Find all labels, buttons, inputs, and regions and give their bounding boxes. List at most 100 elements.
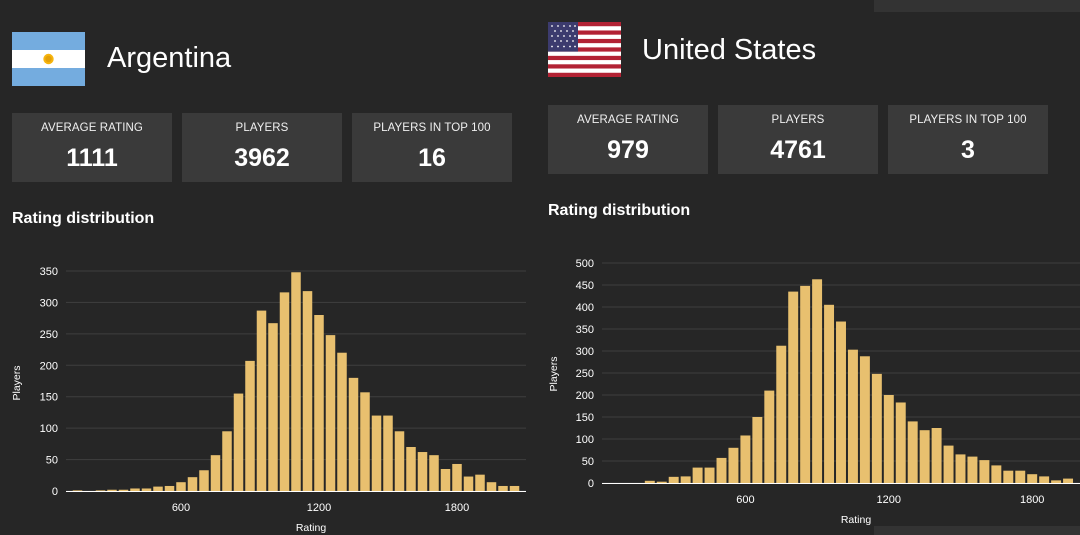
x-tick-label: 1800: [1020, 494, 1044, 506]
stat-card-average-rating: AVERAGE RATING 979: [548, 105, 708, 174]
stat-card-players: PLAYERS 4761: [718, 105, 878, 174]
y-axis-label: Players: [548, 356, 560, 391]
histogram-bar: [979, 460, 990, 483]
rating-distribution-chart: 0 50 100 150 200 250 300 350 600 1200 1800 Rating Pl…: [11, 266, 526, 534]
histogram-bar: [991, 465, 1002, 483]
histogram-bar: [291, 272, 301, 491]
histogram-bar: [245, 360, 255, 491]
section-title: Rating distribution: [548, 202, 691, 219]
histogram-bar: [800, 285, 811, 483]
y-tick-label: 500: [576, 258, 594, 270]
histogram-bar: [406, 447, 416, 491]
x-axis-label: Rating: [296, 522, 327, 534]
x-tick-label: 1800: [445, 502, 469, 514]
histogram-bar: [256, 310, 267, 491]
stat-card-average-rating: AVERAGE RATING 1111: [12, 113, 172, 182]
argentina-flag-icon: [12, 32, 85, 86]
histogram-bar: [153, 486, 163, 491]
histogram-bar: [859, 356, 870, 483]
stat-label: AVERAGE RATING: [41, 122, 143, 134]
y-tick-label: 350: [40, 266, 58, 278]
histogram-bar: [302, 291, 313, 491]
stat-label: AVERAGE RATING: [577, 114, 679, 126]
stat-card-players-top-100: PLAYERS IN TOP 100 16: [352, 113, 512, 182]
histogram-bar: [187, 477, 198, 491]
histogram-bar: [752, 417, 763, 483]
histogram-bar: [233, 393, 244, 491]
histogram-bar: [440, 469, 451, 491]
histogram-bar: [486, 482, 497, 491]
histogram-bar: [1051, 480, 1062, 483]
histogram-bar: [210, 455, 221, 491]
histogram-bar: [692, 467, 703, 483]
histogram-bar: [475, 474, 485, 491]
histogram-bar: [417, 452, 428, 491]
section-title: Rating distribution: [12, 210, 155, 227]
histogram-bar: [1039, 476, 1050, 483]
stat-value: 4761: [770, 136, 826, 164]
y-tick-label: 0: [588, 478, 594, 490]
y-tick-label: 400: [576, 302, 594, 314]
histogram-bar: [199, 470, 209, 491]
histogram-bar: [222, 431, 232, 491]
histogram-bar: [498, 485, 508, 491]
histogram-bar: [943, 445, 954, 483]
x-tick-label: 600: [736, 494, 754, 506]
histogram-bar: [883, 395, 894, 483]
histogram-bar: [176, 482, 186, 491]
histogram-bar: [931, 428, 942, 483]
stat-label: PLAYERS IN TOP 100: [909, 114, 1027, 126]
histogram-bar: [107, 489, 117, 491]
stat-value: 3: [961, 136, 975, 164]
stat-value: 979: [607, 136, 649, 164]
histogram-bar: [788, 291, 799, 483]
histogram-bar: [824, 304, 835, 483]
country-panel-united-states: United States AVERAGE RATING 979 PLAYERS…: [540, 0, 1080, 535]
histogram-bar: [463, 476, 474, 491]
histogram-bar: [871, 373, 882, 483]
histogram-bar: [371, 415, 382, 491]
histogram-bar: [812, 279, 823, 483]
histogram-bar: [955, 454, 966, 483]
stat-card-players-top-100: PLAYERS IN TOP 100 3: [888, 105, 1048, 174]
y-tick-label: 200: [576, 390, 594, 402]
histogram-bar: [394, 431, 405, 491]
histogram-bar: [360, 392, 370, 491]
histogram-bar: [130, 488, 140, 491]
histogram-bar: [314, 315, 324, 491]
country-name: United States: [642, 34, 817, 66]
y-tick-label: 250: [576, 368, 594, 380]
y-tick-label: 150: [40, 392, 58, 404]
y-tick-label: 0: [52, 486, 58, 498]
histogram-bar: [452, 463, 462, 491]
y-tick-label: 50: [46, 455, 58, 467]
x-tick-label: 600: [172, 502, 190, 514]
country-panel-argentina: Argentina AVERAGE RATING 1111 PLAYERS 39…: [11, 32, 526, 534]
histogram-bar: [680, 476, 691, 483]
stat-value: 1111: [66, 144, 118, 172]
usa-flag-icon: [548, 22, 621, 77]
histogram-bar: [764, 390, 775, 483]
y-tick-label: 250: [40, 329, 58, 341]
histogram-bar: [716, 457, 727, 483]
histogram-bar: [847, 349, 858, 483]
y-tick-label: 350: [576, 324, 594, 336]
y-tick-label: 150: [576, 412, 594, 424]
stat-label: PLAYERS: [235, 122, 289, 134]
histogram-bar: [1063, 478, 1074, 483]
histogram-bar: [728, 447, 739, 483]
histogram-bar: [279, 292, 290, 491]
histogram-bar: [118, 489, 129, 491]
histogram-bar: [141, 488, 152, 491]
histogram-bar: [895, 402, 906, 483]
stat-value: 3962: [234, 144, 290, 172]
stat-label: PLAYERS: [771, 114, 825, 126]
histogram-bar: [656, 481, 667, 483]
y-tick-label: 300: [576, 346, 594, 358]
histogram-bar: [644, 480, 655, 483]
y-tick-label: 200: [40, 360, 58, 372]
histogram-bar: [907, 421, 918, 483]
histogram-bar: [337, 352, 347, 491]
y-tick-label: 300: [40, 297, 58, 309]
x-tick-label: 1200: [877, 494, 901, 506]
